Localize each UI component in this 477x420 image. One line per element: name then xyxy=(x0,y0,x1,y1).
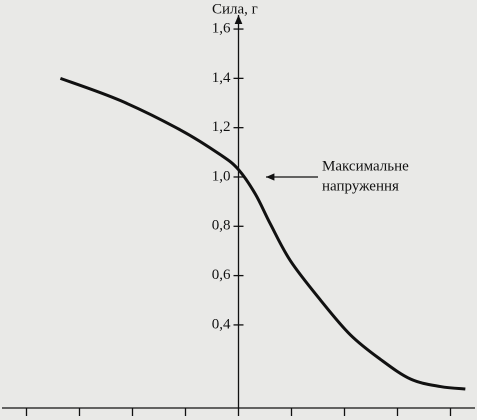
annotation: напруження xyxy=(322,178,399,194)
curve xyxy=(59,76,466,391)
chart-title: Сила, г xyxy=(212,1,258,17)
y-tick-label: 0,4 xyxy=(212,316,231,332)
y-tick-label: 1,4 xyxy=(212,70,231,86)
y-tick-label: 1,6 xyxy=(212,20,231,36)
y-tick-label: 1,0 xyxy=(212,168,231,184)
y-tick-label: 1,2 xyxy=(212,119,231,135)
y-tick-label: 0,8 xyxy=(212,218,231,234)
y-tick-label: 0,6 xyxy=(212,267,231,283)
annotation: Максимальне xyxy=(322,158,409,174)
